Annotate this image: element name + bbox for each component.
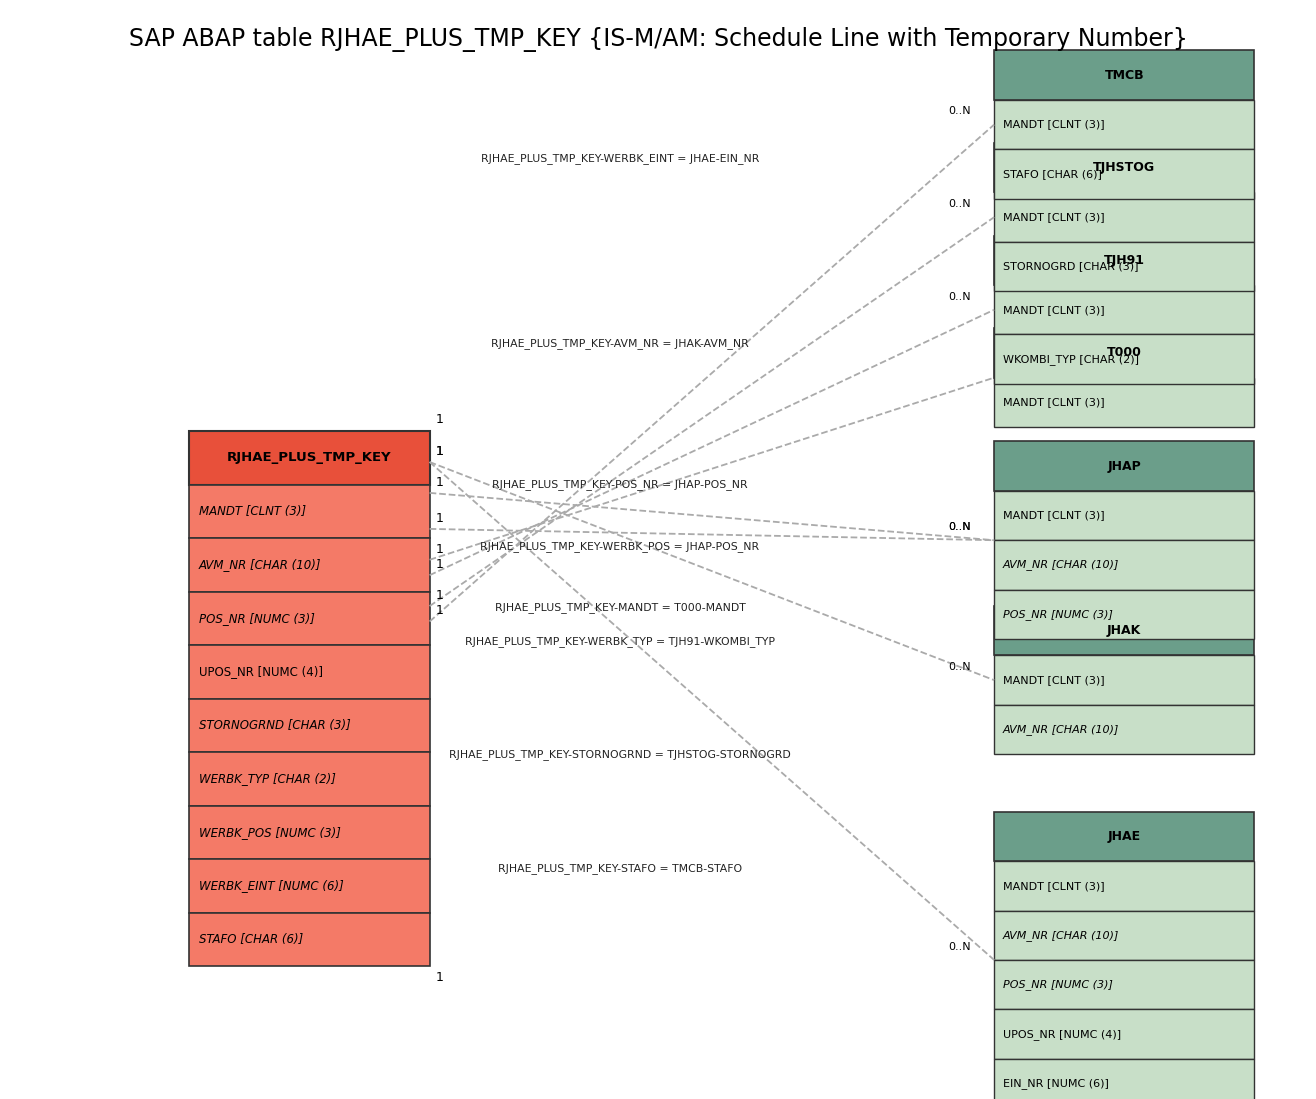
Text: 1: 1 — [436, 512, 443, 525]
Text: STAFO [CHAR (6)]: STAFO [CHAR (6)] — [1003, 169, 1101, 179]
Text: EIN_NR [NUMC (6)]: EIN_NR [NUMC (6)] — [1003, 1078, 1109, 1089]
Text: AVM_NR [CHAR (10)]: AVM_NR [CHAR (10)] — [199, 558, 321, 571]
Text: 0..N: 0..N — [949, 662, 971, 671]
Text: 0..N: 0..N — [949, 522, 971, 532]
Text: RJHAE_PLUS_TMP_KEY-STAFO = TMCB-STAFO: RJHAE_PLUS_TMP_KEY-STAFO = TMCB-STAFO — [497, 863, 742, 874]
Text: AVM_NR [CHAR (10)]: AVM_NR [CHAR (10)] — [1003, 559, 1120, 570]
Text: POS_NR [NUMC (3)]: POS_NR [NUMC (3)] — [1003, 609, 1113, 620]
Text: AVM_NR [CHAR (10)]: AVM_NR [CHAR (10)] — [1003, 724, 1120, 735]
FancyBboxPatch shape — [188, 752, 429, 806]
Text: STORNOGRD [CHAR (3)]: STORNOGRD [CHAR (3)] — [1003, 262, 1138, 271]
FancyBboxPatch shape — [188, 591, 429, 645]
FancyBboxPatch shape — [994, 235, 1254, 285]
FancyBboxPatch shape — [994, 704, 1254, 754]
Text: RJHAE_PLUS_TMP_KEY-MANDT = T000-MANDT: RJHAE_PLUS_TMP_KEY-MANDT = T000-MANDT — [495, 602, 745, 613]
Text: POS_NR [NUMC (3)]: POS_NR [NUMC (3)] — [1003, 979, 1113, 990]
Text: WKOMBI_TYP [CHAR (2)]: WKOMBI_TYP [CHAR (2)] — [1003, 354, 1140, 365]
FancyBboxPatch shape — [994, 655, 1254, 704]
Text: JHAE: JHAE — [1108, 830, 1141, 843]
Text: RJHAE_PLUS_TMP_KEY-POS_NR = JHAP-POS_NR: RJHAE_PLUS_TMP_KEY-POS_NR = JHAP-POS_NR — [492, 479, 747, 490]
FancyBboxPatch shape — [994, 491, 1254, 541]
FancyBboxPatch shape — [994, 192, 1254, 242]
Text: WERBK_POS [NUMC (3)]: WERBK_POS [NUMC (3)] — [199, 826, 341, 839]
Text: 1: 1 — [436, 445, 443, 458]
Text: STAFO [CHAR (6)]: STAFO [CHAR (6)] — [199, 933, 303, 946]
FancyBboxPatch shape — [994, 378, 1254, 428]
Text: MANDT [CLNT (3)]: MANDT [CLNT (3)] — [1003, 304, 1104, 314]
Text: RJHAE_PLUS_TMP_KEY-WERBK_POS = JHAP-POS_NR: RJHAE_PLUS_TMP_KEY-WERBK_POS = JHAP-POS_… — [480, 541, 759, 552]
FancyBboxPatch shape — [994, 329, 1254, 378]
Text: T000: T000 — [1107, 346, 1142, 359]
FancyBboxPatch shape — [188, 485, 429, 539]
Text: UPOS_NR [NUMC (4)]: UPOS_NR [NUMC (4)] — [199, 665, 322, 678]
Text: WERBK_EINT [NUMC (6)]: WERBK_EINT [NUMC (6)] — [199, 879, 343, 892]
Text: 0..N: 0..N — [949, 199, 971, 209]
FancyBboxPatch shape — [994, 1058, 1254, 1099]
FancyBboxPatch shape — [994, 100, 1254, 149]
Text: MANDT [CLNT (3)]: MANDT [CLNT (3)] — [199, 504, 305, 518]
Text: 1: 1 — [436, 972, 443, 985]
Text: 0..N: 0..N — [949, 522, 971, 532]
Text: 1: 1 — [436, 445, 443, 458]
Text: MANDT [CLNT (3)]: MANDT [CLNT (3)] — [1003, 398, 1104, 408]
FancyBboxPatch shape — [994, 812, 1254, 862]
Text: RJHAE_PLUS_TMP_KEY-AVM_NR = JHAK-AVM_NR: RJHAE_PLUS_TMP_KEY-AVM_NR = JHAK-AVM_NR — [491, 337, 749, 348]
Text: STORNOGRND [CHAR (3)]: STORNOGRND [CHAR (3)] — [199, 719, 350, 732]
FancyBboxPatch shape — [994, 589, 1254, 639]
Text: TJH91: TJH91 — [1104, 254, 1145, 267]
FancyBboxPatch shape — [188, 539, 429, 591]
Text: WERBK_TYP [CHAR (2)]: WERBK_TYP [CHAR (2)] — [199, 773, 336, 786]
Text: 0..N: 0..N — [949, 942, 971, 952]
Text: MANDT [CLNT (3)]: MANDT [CLNT (3)] — [1003, 120, 1104, 130]
Text: JHAP: JHAP — [1107, 459, 1141, 473]
FancyBboxPatch shape — [994, 334, 1254, 384]
Text: POS_NR [NUMC (3)]: POS_NR [NUMC (3)] — [199, 612, 315, 625]
Text: RJHAE_PLUS_TMP_KEY: RJHAE_PLUS_TMP_KEY — [226, 452, 391, 465]
Text: RJHAE_PLUS_TMP_KEY-STORNOGRND = TJHSTOG-STORNOGRD: RJHAE_PLUS_TMP_KEY-STORNOGRND = TJHSTOG-… — [449, 750, 791, 761]
Text: MANDT [CLNT (3)]: MANDT [CLNT (3)] — [1003, 212, 1104, 222]
FancyBboxPatch shape — [994, 285, 1254, 334]
Text: AVM_NR [CHAR (10)]: AVM_NR [CHAR (10)] — [1003, 930, 1120, 941]
Text: RJHAE_PLUS_TMP_KEY-WERBK_EINT = JHAE-EIN_NR: RJHAE_PLUS_TMP_KEY-WERBK_EINT = JHAE-EIN… — [480, 153, 759, 164]
Text: TJHSTOG: TJHSTOG — [1094, 162, 1155, 175]
FancyBboxPatch shape — [994, 1009, 1254, 1058]
FancyBboxPatch shape — [188, 859, 429, 912]
FancyBboxPatch shape — [994, 442, 1254, 491]
FancyBboxPatch shape — [188, 699, 429, 752]
FancyBboxPatch shape — [994, 149, 1254, 199]
Text: 1: 1 — [436, 476, 443, 489]
FancyBboxPatch shape — [994, 51, 1254, 100]
FancyBboxPatch shape — [994, 606, 1254, 655]
Text: MANDT [CLNT (3)]: MANDT [CLNT (3)] — [1003, 511, 1104, 521]
FancyBboxPatch shape — [994, 862, 1254, 911]
Text: JHAK: JHAK — [1107, 624, 1141, 637]
Text: 1: 1 — [436, 543, 443, 556]
Text: UPOS_NR [NUMC (4)]: UPOS_NR [NUMC (4)] — [1003, 1029, 1121, 1040]
FancyBboxPatch shape — [994, 143, 1254, 192]
Text: 0..N: 0..N — [949, 291, 971, 301]
FancyBboxPatch shape — [188, 645, 429, 699]
Text: RJHAE_PLUS_TMP_KEY-WERBK_TYP = TJH91-WKOMBI_TYP: RJHAE_PLUS_TMP_KEY-WERBK_TYP = TJH91-WKO… — [465, 636, 775, 647]
FancyBboxPatch shape — [188, 431, 429, 485]
Text: 0..N: 0..N — [949, 107, 971, 116]
FancyBboxPatch shape — [188, 912, 429, 966]
Text: 1: 1 — [436, 413, 443, 426]
Text: MANDT [CLNT (3)]: MANDT [CLNT (3)] — [1003, 881, 1104, 891]
Text: 1: 1 — [436, 589, 443, 602]
FancyBboxPatch shape — [994, 911, 1254, 961]
Text: SAP ABAP table RJHAE_PLUS_TMP_KEY {IS-M/AM: Schedule Line with Temporary Number}: SAP ABAP table RJHAE_PLUS_TMP_KEY {IS-M/… — [129, 26, 1187, 52]
FancyBboxPatch shape — [994, 541, 1254, 589]
Text: MANDT [CLNT (3)]: MANDT [CLNT (3)] — [1003, 675, 1104, 685]
Text: 1: 1 — [436, 558, 443, 571]
Text: 1: 1 — [436, 604, 443, 618]
Text: TMCB: TMCB — [1104, 68, 1144, 81]
FancyBboxPatch shape — [994, 961, 1254, 1009]
FancyBboxPatch shape — [994, 242, 1254, 291]
FancyBboxPatch shape — [188, 806, 429, 859]
